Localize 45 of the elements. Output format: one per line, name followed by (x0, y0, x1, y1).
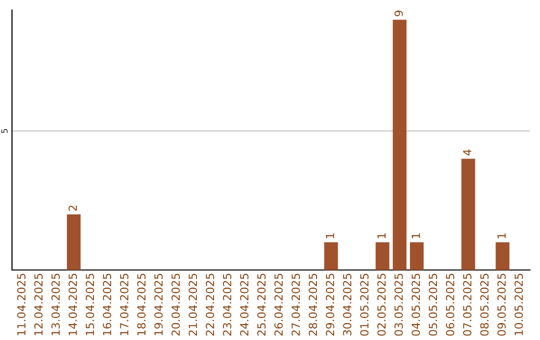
x-tick-label: 20.04.2025 (171, 274, 180, 336)
x-tick-label: 22.04.2025 (206, 274, 214, 336)
x-tick-label: 28.04.2025 (308, 274, 318, 336)
bar (376, 242, 390, 270)
x-tick-label: 03.05.2025 (394, 274, 403, 336)
x-tick-label: 26.04.2025 (274, 274, 283, 336)
x-tick-label: 05.05.2025 (428, 274, 438, 336)
bar (66, 214, 81, 270)
x-tick-label: 09.05.2025 (497, 274, 506, 336)
y-tick-label: 5 (1, 129, 8, 133)
x-tick-label: 25.04.2025 (257, 274, 266, 336)
x-tick-label: 27.04.2025 (292, 274, 300, 336)
x-tick-label: 24.04.2025 (240, 274, 248, 336)
x-tick-label: 10.05.2025 (514, 274, 523, 336)
x-tick-label: 30.04.2025 (343, 274, 352, 336)
x-tick-label: 23.04.2025 (222, 274, 232, 336)
x-tick-label: 02.05.2025 (377, 274, 386, 336)
bar (496, 242, 510, 270)
data-label: 4 (463, 150, 472, 156)
x-tick-label: 01.05.2025 (360, 274, 369, 336)
bar (410, 242, 424, 270)
bar (392, 20, 407, 270)
x-tick-label: 04.05.2025 (412, 274, 420, 336)
x-tick-label: 06.05.2025 (446, 274, 454, 336)
x-tick-label: 18.04.2025 (137, 274, 146, 336)
x-tick-label: 14.04.2025 (68, 274, 77, 336)
x-tick-label: 08.05.2025 (480, 274, 489, 336)
data-label: 9 (394, 10, 403, 16)
data-label: 1 (498, 233, 506, 238)
bar (324, 242, 338, 270)
x-tick-label: 12.04.2025 (34, 274, 43, 336)
x-tick-label: 07.05.2025 (463, 274, 472, 336)
x-tick-label: 29.04.2025 (326, 274, 334, 336)
data-label: 1 (326, 233, 334, 238)
data-label: 1 (377, 233, 386, 238)
x-tick-label: 15.04.2025 (86, 274, 94, 336)
x-tick-label: 16.04.2025 (102, 274, 112, 336)
x-tick-label: 13.04.2025 (51, 274, 60, 336)
x-tick-label: 17.04.2025 (120, 274, 128, 336)
x-tick-label: 21.04.2025 (188, 274, 198, 336)
bar (461, 158, 476, 270)
data-label: 2 (68, 206, 77, 211)
x-tick-label: 11.04.2025 (17, 274, 26, 336)
data-label: 1 (412, 233, 420, 238)
x-tick-label: 19.04.2025 (154, 274, 163, 336)
